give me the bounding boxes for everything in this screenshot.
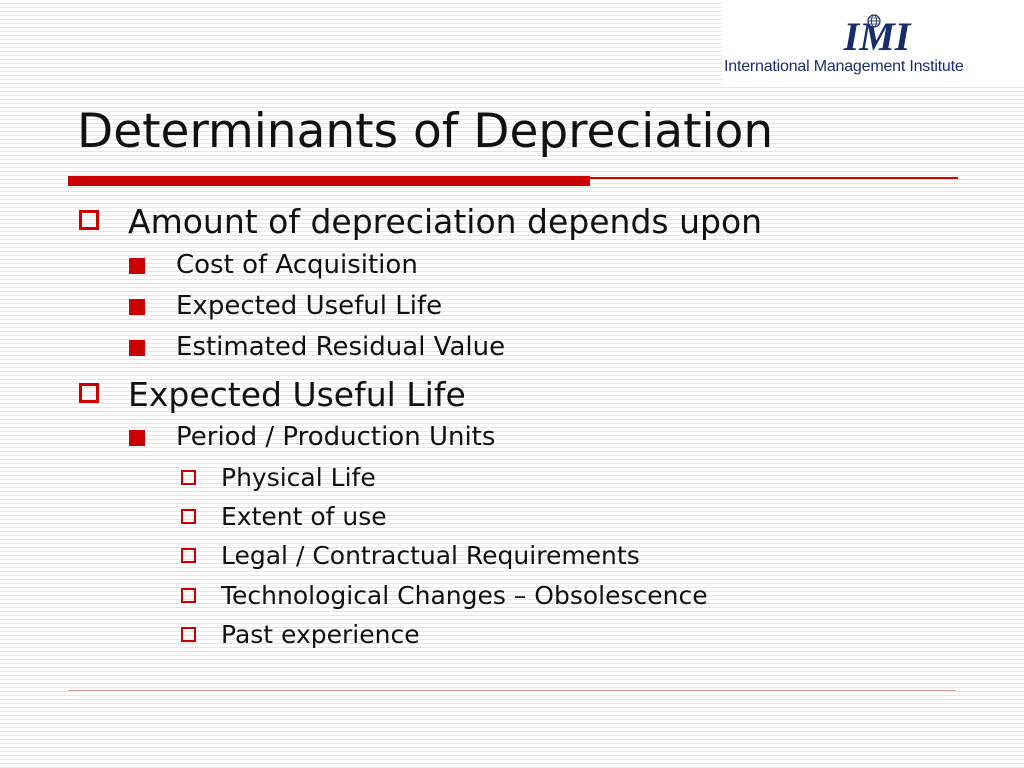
filled-square-bullet-icon	[129, 258, 145, 274]
bullet-text: Expected Useful Life	[176, 291, 443, 321]
hollow-square-bullet-icon	[181, 548, 196, 563]
bullet-text: Amount of depreciation depends upon	[128, 202, 763, 241]
hollow-square-bullet-icon	[79, 383, 99, 403]
filled-square-bullet-icon	[129, 340, 145, 356]
filled-square-bullet-icon	[129, 430, 145, 446]
institute-name: International Management Institute	[724, 58, 964, 75]
bullet-text: Technological Changes – Obsolescence	[221, 581, 708, 610]
slide-title: Determinants of Depreciation	[77, 104, 774, 159]
bullet-text: Physical Life	[221, 463, 376, 492]
globe-icon	[867, 14, 881, 28]
footer-rule	[68, 690, 956, 691]
hollow-square-bullet-icon	[181, 627, 196, 642]
bullet-text: Expected Useful Life	[128, 375, 466, 414]
hollow-square-bullet-icon	[181, 588, 196, 603]
filled-square-bullet-icon	[129, 299, 145, 315]
title-rule-thin	[590, 177, 958, 179]
bullet-text: Estimated Residual Value	[176, 332, 506, 362]
hollow-square-bullet-icon	[181, 470, 196, 485]
bullet-text: Extent of use	[221, 502, 387, 531]
imi-logo: IMI International Management Institute	[722, 0, 1024, 86]
bullet-text: Cost of Acquisition	[176, 250, 418, 280]
imi-logo-mark: IMI	[843, 14, 912, 54]
hollow-square-bullet-icon	[181, 509, 196, 524]
title-rule-thick	[68, 176, 590, 186]
bullet-text: Legal / Contractual Requirements	[221, 541, 640, 570]
hollow-square-bullet-icon	[79, 210, 99, 230]
bullet-text: Period / Production Units	[176, 422, 496, 452]
bullet-text: Past experience	[221, 620, 420, 649]
